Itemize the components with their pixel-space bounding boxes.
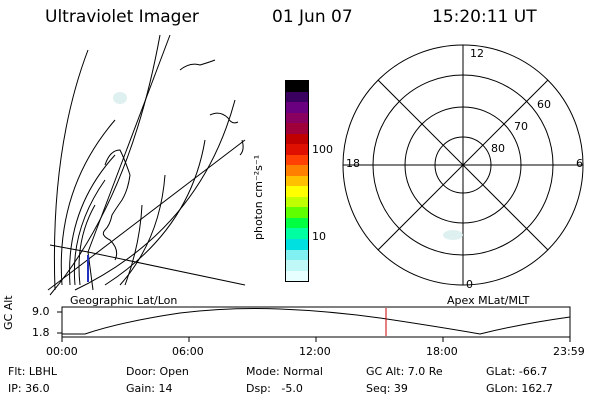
aurora-blob-left — [113, 92, 127, 104]
apex-label: Apex MLat/MLT — [447, 294, 530, 307]
colorbar-tick-10: 10 — [312, 230, 326, 243]
aurora-blob-right — [443, 230, 463, 240]
colorbar-segment — [286, 175, 308, 187]
mlt-label-12: 12 — [470, 47, 484, 60]
xtick-1200: 12:00 — [299, 345, 331, 358]
mlat-label-60: 60 — [537, 98, 551, 111]
ytick-9: 9.0 — [32, 305, 50, 318]
colorbar-segment — [286, 154, 308, 166]
info-flt: Flt: LBHL — [8, 365, 57, 378]
xtick-1800: 18:00 — [426, 345, 458, 358]
colorbar-segment — [286, 91, 308, 103]
info-dsp: Dsp: -5.0 — [246, 382, 303, 395]
info-ip: IP: 36.0 — [8, 382, 50, 395]
mlt-label-0: 0 — [466, 278, 473, 291]
colorbar-segment — [286, 260, 308, 271]
colorbar-segment — [286, 133, 308, 145]
time-label: 15:20:11 UT — [432, 7, 537, 27]
info-mode: Mode: Normal — [246, 365, 323, 378]
geographic-label: Geographic Lat/Lon — [70, 294, 178, 307]
info-glat: GLat: -66.7 — [486, 365, 548, 378]
colorbar-segment — [286, 249, 308, 261]
colorbar-segment — [286, 217, 308, 229]
colorbar-segment — [286, 144, 308, 155]
colorbar-segment — [286, 196, 308, 208]
info-gcalt: GC Alt: 7.0 Re — [366, 365, 443, 378]
colorbar-segment — [286, 238, 308, 250]
info-gain: Gain: 14 — [126, 382, 173, 395]
info-door: Door: Open — [126, 365, 189, 378]
mlt-label-6: 6 — [576, 157, 583, 170]
date-label: 01 Jun 07 — [272, 7, 353, 27]
colorbar-tick-100: 100 — [312, 143, 333, 156]
colorbar-segment — [286, 112, 308, 124]
mlat-label-70: 70 — [514, 120, 528, 133]
colorbar-segment — [286, 165, 308, 176]
colorbar-segment — [286, 207, 308, 218]
colorbar-segment — [286, 123, 308, 134]
info-glon: GLon: 162.7 — [486, 382, 553, 395]
colorbar-segment — [286, 186, 308, 197]
colorbar-segment — [286, 270, 308, 281]
xtick-0600: 06:00 — [172, 345, 204, 358]
altitude-curve — [62, 308, 571, 335]
lat-circle-1 — [74, 99, 236, 291]
colorbar-segment — [286, 228, 308, 239]
xtick-2359: 23:59 — [553, 345, 585, 358]
colorbar — [285, 80, 309, 282]
xtick-0000: 00:00 — [46, 345, 78, 358]
colorbar-segment — [286, 81, 308, 92]
mlt-label-18: 18 — [346, 157, 360, 170]
altitude-ylabel: GC Alt — [2, 295, 15, 330]
mlat-label-80: 80 — [491, 142, 505, 155]
info-seq: Seq: 39 — [366, 382, 408, 395]
ytick-1-8: 1.8 — [32, 326, 50, 339]
colorbar-segment — [286, 102, 308, 113]
instrument-title: Ultraviolet Imager — [45, 7, 199, 27]
